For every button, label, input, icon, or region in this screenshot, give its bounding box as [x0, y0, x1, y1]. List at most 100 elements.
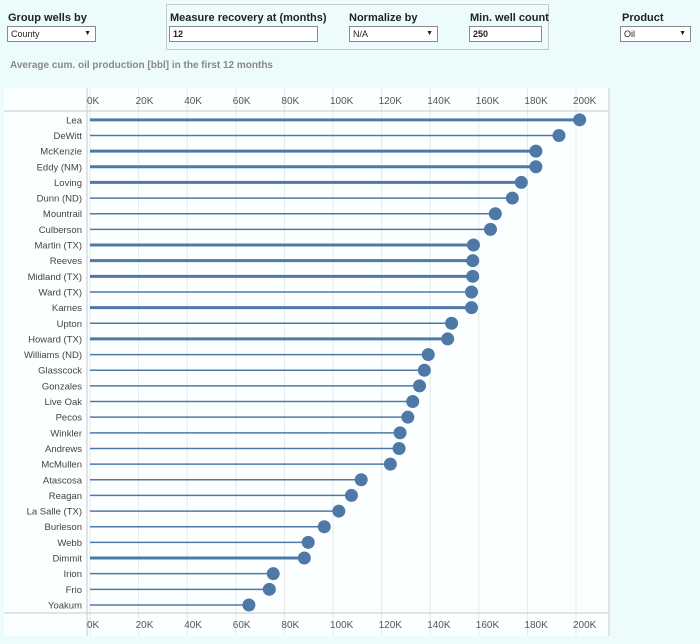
- x-tick-label-top: 20K: [136, 96, 154, 107]
- lollipop-dot: [465, 301, 479, 315]
- x-tick-label-bottom: 180K: [524, 620, 548, 631]
- category-label: Howard (TX): [28, 334, 82, 345]
- lollipop-dot: [242, 598, 256, 612]
- x-tick-label-bottom: 60K: [233, 620, 251, 631]
- category-label: Williams (ND): [24, 350, 82, 361]
- x-tick-label-bottom: 200K: [573, 620, 597, 631]
- lollipop-dot: [401, 410, 415, 424]
- lollipop-dot: [488, 207, 502, 221]
- x-tick-label-top: 180K: [524, 96, 548, 107]
- lollipop-dot: [383, 457, 397, 471]
- lollipop-dot: [514, 175, 528, 189]
- min-count-input[interactable]: 250: [469, 26, 542, 42]
- product-dropdown[interactable]: Oil ▼: [620, 26, 691, 42]
- lollipop-dot: [466, 254, 480, 268]
- x-tick-label-bottom: 100K: [330, 620, 354, 631]
- lollipop-dot: [301, 535, 315, 549]
- x-tick-label-top: 60K: [233, 96, 251, 107]
- group-by-value: County: [11, 29, 40, 39]
- category-label: La Salle (TX): [27, 507, 82, 518]
- lollipop-dot: [445, 316, 459, 330]
- category-label: Burleson: [45, 522, 83, 533]
- lollipop-dot: [529, 160, 543, 174]
- category-label: Loving: [54, 178, 82, 189]
- lollipop-dot: [573, 113, 587, 127]
- category-label: Live Oak: [45, 397, 83, 408]
- category-label: Webb: [57, 538, 82, 549]
- x-tick-label-bottom: 20K: [136, 620, 154, 631]
- x-tick-label-bottom: 140K: [427, 620, 451, 631]
- category-label: Dimmit: [52, 554, 82, 565]
- category-label: Karnes: [52, 303, 82, 314]
- category-label: Upton: [57, 319, 82, 330]
- category-label: Martin (TX): [35, 241, 83, 252]
- lollipop-dot: [354, 473, 368, 487]
- x-tick-label-bottom: 120K: [379, 620, 403, 631]
- lollipop-dot: [441, 332, 455, 346]
- lollipop-dot: [266, 567, 280, 581]
- group-by-dropdown[interactable]: County ▼: [7, 26, 96, 42]
- x-tick-label-bottom: 0K: [87, 620, 100, 631]
- lollipop-dot: [344, 488, 358, 502]
- lollipop-dot: [505, 191, 519, 205]
- category-label: Midland (TX): [28, 272, 82, 283]
- product-label: Product: [622, 12, 664, 24]
- lollipop-dot: [393, 426, 407, 440]
- x-tick-label-top: 200K: [573, 96, 597, 107]
- x-tick-label-top: 0K: [87, 96, 100, 107]
- lollipop-dot: [332, 504, 346, 518]
- category-label: McMullen: [41, 460, 82, 471]
- lollipop-dot: [552, 128, 566, 142]
- lollipop-dot: [465, 285, 479, 299]
- category-label: Frio: [66, 585, 82, 596]
- product-value: Oil: [624, 29, 635, 39]
- x-tick-label-bottom: 160K: [476, 620, 500, 631]
- category-label: Reagan: [49, 491, 82, 502]
- normalize-dropdown[interactable]: N/A ▼: [349, 26, 438, 42]
- x-tick-label-top: 40K: [184, 96, 202, 107]
- chevron-down-icon: ▼: [426, 30, 433, 37]
- lollipop-dot: [392, 441, 406, 455]
- parameter-panel: [166, 4, 549, 50]
- measure-input[interactable]: 12: [169, 26, 318, 42]
- category-label: Culberson: [39, 225, 82, 236]
- lollipop-dot: [529, 144, 543, 158]
- category-label: Eddy (NM): [37, 162, 82, 173]
- category-label: Irion: [64, 569, 82, 580]
- lollipop-dot: [466, 238, 480, 252]
- category-label: Andrews: [45, 444, 82, 455]
- lollipop-dot: [406, 395, 420, 409]
- lollipop-dot: [297, 551, 311, 565]
- category-label: Lea: [66, 115, 83, 126]
- chevron-down-icon: ▼: [679, 30, 686, 37]
- category-label: Pecos: [56, 413, 83, 424]
- lollipop-dot: [317, 520, 331, 534]
- category-label: Gonzales: [42, 381, 82, 392]
- lollipop-dot: [483, 222, 497, 236]
- lollipop-dot: [417, 363, 431, 377]
- category-label: Ward (TX): [39, 287, 82, 298]
- chart-title: Average cum. oil production [bbl] in the…: [10, 60, 273, 71]
- x-tick-label-top: 140K: [427, 96, 451, 107]
- category-label: Mountrail: [43, 209, 82, 220]
- x-tick-label-bottom: 40K: [184, 620, 202, 631]
- chevron-down-icon: ▼: [84, 30, 91, 37]
- x-tick-label-top: 100K: [330, 96, 354, 107]
- category-label: McKenzie: [40, 147, 82, 158]
- lollipop-dot: [421, 348, 435, 362]
- category-label: Glasscock: [38, 366, 82, 377]
- x-tick-label-top: 120K: [379, 96, 403, 107]
- normalize-value: N/A: [353, 29, 369, 39]
- lollipop-dot: [413, 379, 427, 393]
- min-count-label: Min. well count: [470, 12, 549, 24]
- lollipop-dot: [262, 582, 276, 596]
- category-label: Reeves: [50, 256, 82, 267]
- x-tick-label-bottom: 80K: [281, 620, 299, 631]
- category-label: Dunn (ND): [37, 194, 82, 205]
- category-label: DeWitt: [54, 131, 83, 142]
- normalize-label: Normalize by: [349, 12, 418, 24]
- x-tick-label-top: 160K: [476, 96, 500, 107]
- lollipop-dot: [466, 269, 480, 283]
- category-label: Atascosa: [43, 475, 83, 486]
